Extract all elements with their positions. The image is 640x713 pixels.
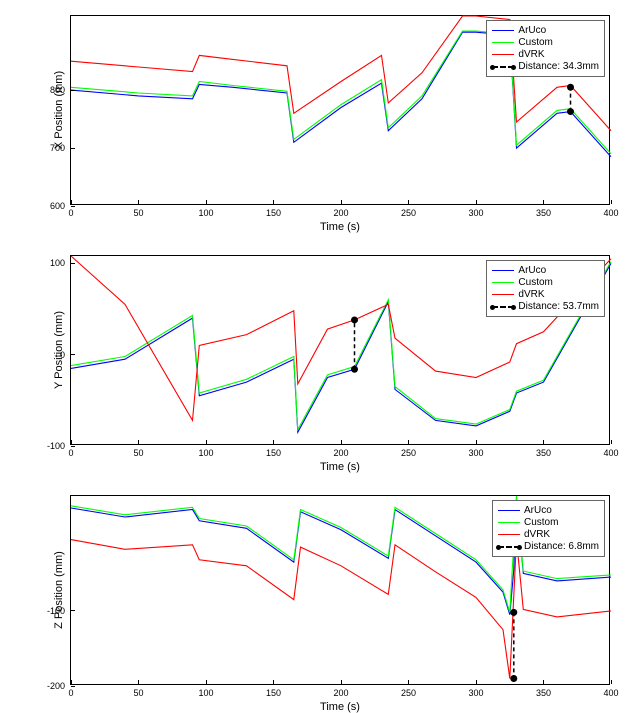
- x-tick-label: 50: [133, 448, 143, 458]
- legend-item-dvrk: dVRK: [492, 289, 599, 300]
- x-axis-label: Time (s): [320, 221, 360, 233]
- x-tick-label: 0: [68, 208, 73, 218]
- z-position-panel: ArUco Custom dVRK Distance: 6.8mm 050100…: [70, 495, 610, 685]
- x-tick-label: 100: [198, 208, 213, 218]
- y-axis-label: X Position (mm): [53, 71, 65, 149]
- x-tick-label: 50: [133, 688, 143, 698]
- legend-label: Custom: [518, 37, 552, 48]
- legend-item-distance: Distance: 34.3mm: [492, 61, 599, 72]
- legend-item-distance: Distance: 53.7mm: [492, 301, 599, 312]
- legend: ArUco Custom dVRK Distance: 53.7mm: [486, 260, 605, 317]
- y-axis-label: Z Position (mm): [53, 551, 65, 629]
- x-tick-label: 400: [603, 688, 618, 698]
- legend-item-custom: Custom: [498, 517, 599, 528]
- y-tick-label: -100: [47, 441, 65, 451]
- x-tick-label: 250: [401, 448, 416, 458]
- legend-item-aruco: ArUco: [498, 505, 599, 516]
- x-tick-label: 350: [536, 688, 551, 698]
- x-axis-label: Time (s): [320, 701, 360, 713]
- figure: ArUco Custom dVRK Distance: 34.3mm 0 50 10…: [0, 0, 640, 700]
- legend-label: ArUco: [524, 505, 552, 516]
- x-tick-label: 200: [333, 208, 348, 218]
- x-tick-label: 300: [468, 208, 483, 218]
- plot-area: ArUco Custom dVRK Distance: 34.3mm 05010…: [70, 15, 610, 205]
- legend-label: dVRK: [524, 529, 550, 540]
- x-tick-label: 250: [401, 208, 416, 218]
- legend-item-dvrk: dVRK: [492, 49, 599, 60]
- x-tick-label: 300: [468, 448, 483, 458]
- legend-item-dvrk: dVRK: [498, 529, 599, 540]
- legend-label: Custom: [524, 517, 558, 528]
- x-tick-label: 0: [68, 448, 73, 458]
- x-tick-label: 350: [536, 448, 551, 458]
- legend-label: Distance: 53.7mm: [518, 301, 599, 312]
- x-tick-label: 400: [603, 208, 618, 218]
- distance-marker-dot: [567, 108, 574, 115]
- x-tick-label: 50: [133, 208, 143, 218]
- x-tick-label: 100: [198, 448, 213, 458]
- legend-label: dVRK: [518, 289, 544, 300]
- legend-item-custom: Custom: [492, 277, 599, 288]
- x-tick-label: 200: [333, 448, 348, 458]
- distance-marker-dot: [351, 366, 358, 373]
- y-tick-label: -200: [47, 681, 65, 691]
- x-tick-label: 150: [266, 448, 281, 458]
- x-tick-label: 300: [468, 688, 483, 698]
- legend: ArUco Custom dVRK Distance: 34.3mm: [486, 20, 605, 77]
- x-tick-label: 200: [333, 688, 348, 698]
- y-axis-label: Y Position (mm): [53, 311, 65, 389]
- y-tick-label: 600: [50, 201, 65, 211]
- y-tick-label: 100: [50, 258, 65, 268]
- legend-label: ArUco: [518, 265, 546, 276]
- x-tick-label: 350: [536, 208, 551, 218]
- legend-item-aruco: ArUco: [492, 25, 599, 36]
- plot-area: ArUco Custom dVRK Distance: 6.8mm 050100…: [70, 495, 610, 685]
- x-tick-label: 0: [68, 688, 73, 698]
- x-tick-label: 150: [266, 688, 281, 698]
- x-tick-label: 400: [603, 448, 618, 458]
- x-tick-label: 150: [266, 208, 281, 218]
- distance-marker-dot: [510, 675, 517, 682]
- x-axis-label: Time (s): [320, 461, 360, 473]
- legend-item-distance: Distance: 6.8mm: [498, 541, 599, 552]
- legend-item-aruco: ArUco: [492, 265, 599, 276]
- x-tick-label: 100: [198, 688, 213, 698]
- legend-label: dVRK: [518, 49, 544, 60]
- legend-label: Distance: 34.3mm: [518, 61, 599, 72]
- legend-label: Distance: 6.8mm: [524, 541, 599, 552]
- x-position-panel: ArUco Custom dVRK Distance: 34.3mm 05010…: [70, 15, 610, 205]
- legend-item-custom: Custom: [492, 37, 599, 48]
- legend-label: Custom: [518, 277, 552, 288]
- y-position-panel: ArUco Custom dVRK Distance: 53.7mm 05010…: [70, 255, 610, 445]
- distance-marker-dot: [510, 609, 517, 616]
- legend-label: ArUco: [518, 25, 546, 36]
- series-dvrk: [71, 540, 611, 679]
- plot-area: ArUco Custom dVRK Distance: 53.7mm 05010…: [70, 255, 610, 445]
- x-tick-label: 250: [401, 688, 416, 698]
- distance-marker-dot: [567, 84, 574, 91]
- legend: ArUco Custom dVRK Distance: 6.8mm: [492, 500, 605, 557]
- distance-marker-dot: [351, 316, 358, 323]
